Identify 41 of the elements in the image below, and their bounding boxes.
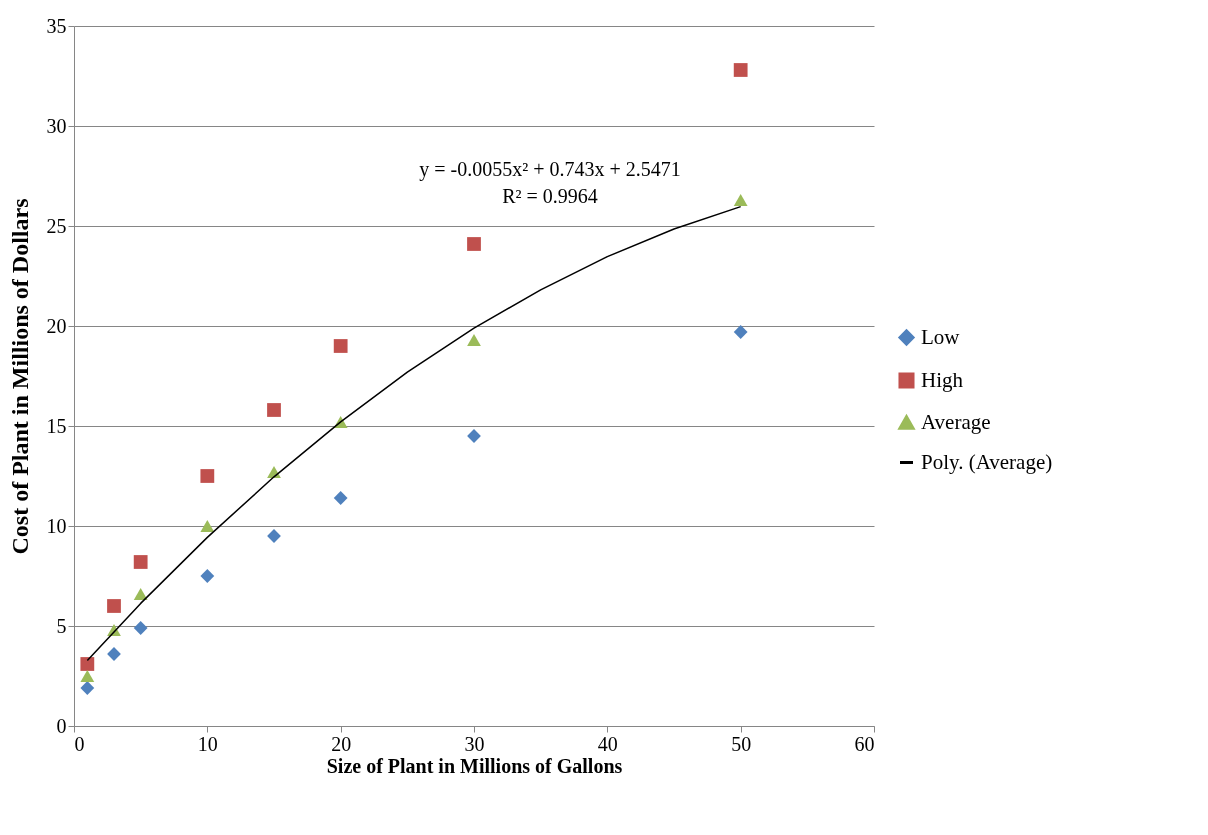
point xyxy=(467,334,481,346)
point xyxy=(200,469,215,483)
x-tick-label: 60 xyxy=(854,732,875,755)
y-tick-label: 30 xyxy=(46,114,67,137)
point xyxy=(133,621,148,635)
x-tick-label: 0 xyxy=(74,732,85,755)
point xyxy=(133,588,148,600)
y-tick-label: 25 xyxy=(46,214,67,237)
legend-label: Poly. (Average) xyxy=(921,449,1053,474)
y-tick-label: 5 xyxy=(56,614,67,637)
annotation: y = -0.0055x² + 0.743x + 2.5471 xyxy=(419,157,681,181)
x-tick-label: 10 xyxy=(197,732,218,755)
point xyxy=(333,339,348,353)
legend-label: Low xyxy=(921,324,961,349)
y-tick-label: 10 xyxy=(46,514,67,537)
x-tick-label: 20 xyxy=(331,732,352,755)
point xyxy=(80,670,95,682)
x-tick-label: 30 xyxy=(464,732,485,755)
point xyxy=(733,194,748,206)
y-tick-label: 35 xyxy=(46,14,67,37)
point xyxy=(107,599,121,613)
point xyxy=(267,403,281,417)
legend-label: Average xyxy=(921,409,991,434)
y-tick-label: 20 xyxy=(46,314,67,337)
y-tick-label: 0 xyxy=(56,714,67,737)
point xyxy=(467,237,481,251)
x-axis-title: Size of Plant in Millions of Gallons xyxy=(326,754,623,777)
point xyxy=(133,555,148,569)
point xyxy=(80,657,95,671)
point xyxy=(733,325,748,339)
point xyxy=(200,520,215,532)
x-tick-label: 50 xyxy=(731,732,752,755)
y-tick-label: 15 xyxy=(46,414,67,437)
point xyxy=(200,569,215,583)
point xyxy=(80,681,95,695)
annotation: R² = 0.9964 xyxy=(502,184,598,207)
point xyxy=(733,63,748,77)
x-tick-label: 40 xyxy=(597,732,618,755)
legend-label: High xyxy=(921,367,964,392)
y-axis-title: Cost of Plant in Millions of Dollars xyxy=(6,198,33,555)
point xyxy=(333,491,348,505)
